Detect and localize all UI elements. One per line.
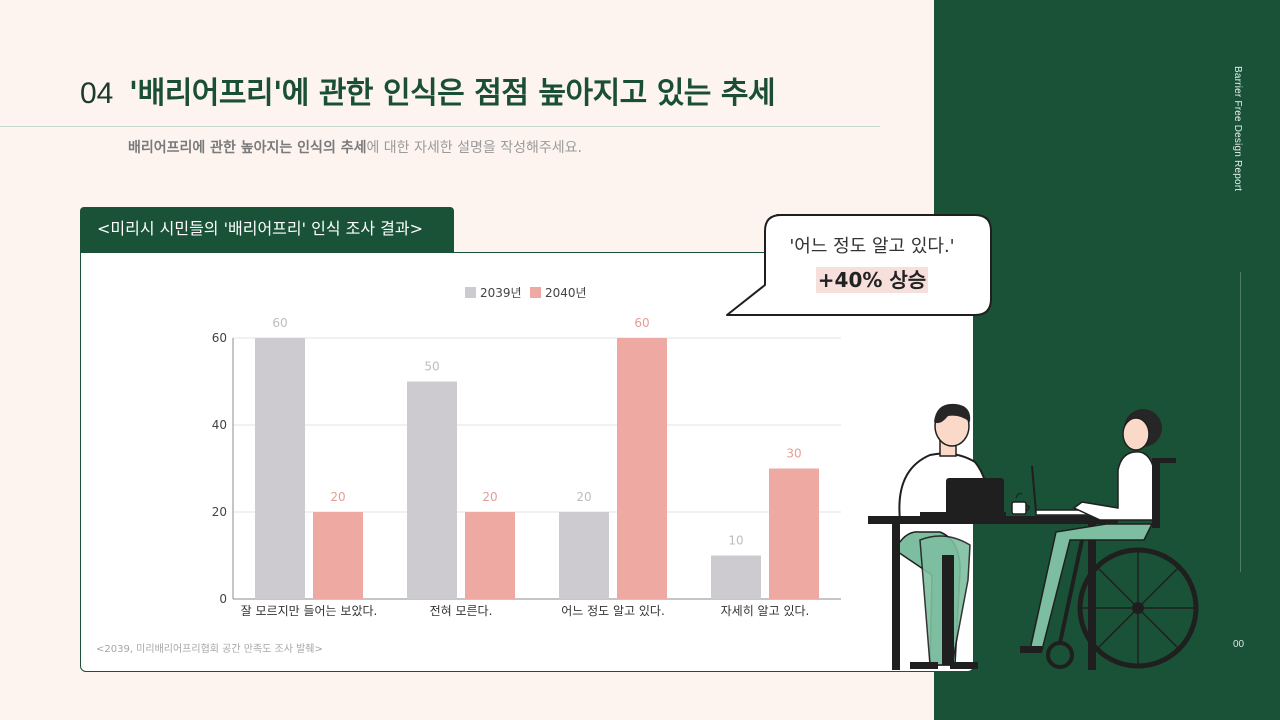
laptop-icon <box>920 478 1006 518</box>
subtitle-emphasis: 배리어프리에 관한 높아지는 인식의 추세 <box>128 140 367 156</box>
legend-swatch <box>530 287 541 298</box>
subtitle-rest: 에 대한 자세한 설명을 작성해주세요. <box>366 140 582 156</box>
y-tick-label: 20 <box>212 505 227 519</box>
desk-leg-right <box>1088 524 1096 670</box>
people-at-desk-illustration <box>868 403 1199 670</box>
bar <box>711 555 761 599</box>
x-category-label: 어느 정도 알고 있다. <box>561 604 665 618</box>
bar-value-label: 20 <box>482 490 497 504</box>
bar-value-label: 20 <box>576 490 591 504</box>
bar-value-label: 30 <box>786 447 801 461</box>
bar-value-label: 20 <box>330 490 345 504</box>
legend-swatch <box>465 287 476 298</box>
report-vertical-label: Barrier Free Design Report <box>1232 66 1243 192</box>
man-figure <box>894 403 992 669</box>
bar-chart: 0 20 40 60 60 20 잘 모르지만 들어는 보았다. 50 20 전혀 모른다. 20 6… <box>212 286 841 618</box>
section-number: 04 <box>80 77 114 110</box>
coffee-cup-icon <box>1011 492 1030 515</box>
side-panel <box>934 0 1280 720</box>
x-category-label: 자세히 알고 있다. <box>721 604 810 618</box>
chart-tab-label: <미리시 시민들의 '배리어프리' 인식 조사 결과> <box>80 207 454 252</box>
bar <box>617 338 667 599</box>
callout-increase-text: +40% 상승 <box>815 267 929 293</box>
legend-label: 2039년 <box>480 286 522 300</box>
x-category-label: 잘 모르지만 들어는 보았다. <box>241 604 378 618</box>
bar <box>255 338 305 599</box>
bar-value-label: 50 <box>424 360 439 374</box>
bar <box>465 512 515 599</box>
bar-value-label: 60 <box>272 316 287 330</box>
bar <box>559 512 609 599</box>
chart-card: 0 20 40 60 60 20 잘 모르지만 들어는 보았다. 50 20 전혀 모른다. 20 6… <box>80 252 974 672</box>
callout-category: '어느 정도 알고 있다.' <box>789 236 955 257</box>
source-note: <2039, 미리배리어프리협회 공간 만족도 조사 발췌> <box>96 644 323 655</box>
page-number: 00 <box>1233 639 1245 650</box>
bar <box>769 468 819 599</box>
desk-leg-left <box>892 524 900 670</box>
legend-label: 2040년 <box>545 286 587 300</box>
bar <box>313 512 363 599</box>
page-subtitle: 배리어프리에 관한 높아지는 인식의 추세에 대한 자세한 설명을 작성해주세요… <box>128 137 582 157</box>
bar-value-label: 60 <box>634 316 649 330</box>
bar-value-label: 10 <box>728 534 743 548</box>
y-tick-label: 0 <box>219 592 227 606</box>
bar <box>407 381 457 599</box>
title-rule <box>0 126 880 127</box>
y-tick-label: 40 <box>212 418 227 432</box>
desk-top <box>868 516 1118 524</box>
side-divider <box>1240 272 1241 572</box>
title-text: '배리어프리'에 관한 인식은 점점 높아지고 있는 추세 <box>128 76 776 111</box>
wheelchair-icon <box>1046 458 1199 669</box>
page-title: 04 '배리어프리'에 관한 인식은 점점 높아지고 있는 추세 <box>80 68 776 112</box>
y-tick-label: 60 <box>212 331 227 345</box>
woman-figure <box>1020 409 1162 653</box>
callout-increase: +40% 상승 <box>752 264 992 293</box>
x-category-label: 전혀 모른다. <box>430 604 493 618</box>
